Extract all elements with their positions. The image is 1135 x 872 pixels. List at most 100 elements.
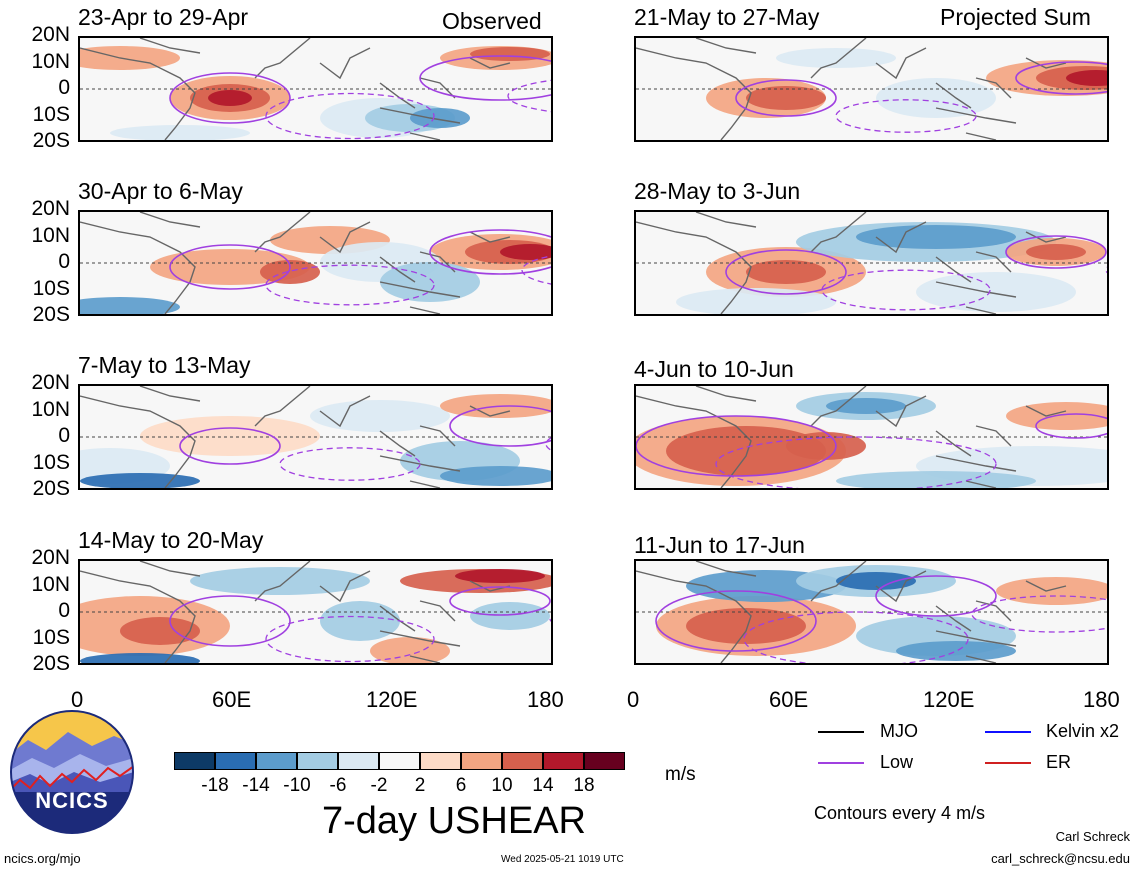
map-panel-observed-4 bbox=[78, 559, 553, 665]
shear-anomaly-region bbox=[826, 398, 906, 414]
lat-label: 20S bbox=[32, 129, 70, 152]
panel-title: 7-May to 13-May bbox=[78, 352, 251, 378]
lat-label: 20N bbox=[31, 197, 70, 220]
shear-anomaly-region bbox=[120, 617, 200, 645]
low-contour bbox=[636, 415, 837, 477]
lon-label: 60E bbox=[212, 687, 252, 712]
low-contour-negative bbox=[265, 264, 435, 306]
shear-anomaly-region bbox=[470, 602, 550, 630]
shear-anomaly-region bbox=[370, 637, 450, 663]
panel-title: 28-May to 3-Jun bbox=[634, 178, 801, 204]
coastline bbox=[80, 212, 511, 314]
lat-label: 20S bbox=[32, 303, 70, 326]
footer-url[interactable]: ncics.org/mjo bbox=[4, 851, 81, 866]
low-contour bbox=[875, 575, 997, 617]
low-contour bbox=[655, 590, 817, 652]
shear-anomaly-region bbox=[686, 608, 806, 644]
lat-label: 0 bbox=[58, 76, 70, 99]
shear-anomaly-region bbox=[80, 473, 200, 488]
lat-label: 10N bbox=[31, 397, 70, 421]
lon-label: 0 bbox=[627, 687, 640, 712]
low-contour-negative bbox=[265, 615, 435, 663]
shear-anomaly-region bbox=[746, 86, 826, 110]
shear-anomaly-region bbox=[455, 569, 545, 583]
footer-timestamp: Wed 2025-05-21 1019 UTC bbox=[501, 854, 624, 865]
footer-author: Carl Schreck bbox=[1055, 829, 1130, 844]
shear-anomaly-region bbox=[208, 90, 252, 106]
low-contour bbox=[169, 595, 291, 647]
low-contour bbox=[169, 72, 291, 124]
low-contour-negative bbox=[549, 615, 551, 623]
shear-map bbox=[636, 212, 1107, 314]
lon-label: 60E bbox=[769, 687, 809, 712]
er-legend-label: ER bbox=[1046, 752, 1072, 772]
plot-title: 7-day USHEAR bbox=[322, 800, 586, 842]
low-contour-negative bbox=[743, 611, 969, 663]
mjo-legend-line bbox=[818, 731, 864, 733]
lat-label: 20S bbox=[32, 477, 70, 500]
lat-label: 10S bbox=[32, 276, 70, 300]
map-panel-projected-3 bbox=[634, 384, 1109, 490]
map-panel-observed-1 bbox=[78, 36, 553, 142]
coastline bbox=[80, 386, 511, 488]
colorbar-swatch bbox=[584, 752, 625, 770]
lon-label: 180 bbox=[527, 687, 564, 712]
shear-anomaly-region bbox=[410, 108, 470, 128]
mjo-legend-label: MJO bbox=[880, 721, 918, 741]
projected-sum-label: Projected Sum bbox=[940, 4, 1091, 30]
low-legend-label: Low bbox=[880, 752, 914, 772]
colorbar-tick-label: -2 bbox=[370, 775, 388, 796]
lat-label: 20N bbox=[31, 546, 70, 569]
lat-label: 10S bbox=[32, 102, 70, 126]
lat-label: 20N bbox=[31, 23, 70, 46]
shear-anomaly-region bbox=[836, 572, 916, 590]
logo-text: NCICS bbox=[35, 788, 109, 813]
lon-label: 120E bbox=[923, 687, 975, 712]
lon-label: 180 bbox=[1083, 687, 1120, 712]
kelvin-legend-line bbox=[985, 731, 1031, 733]
shear-anomaly-region bbox=[80, 653, 200, 663]
shear-anomaly-region bbox=[876, 78, 996, 118]
colorbar-tick-label: 10 bbox=[491, 775, 513, 796]
low-contour bbox=[419, 55, 551, 101]
footer-email[interactable]: carl_schreck@ncsu.edu bbox=[991, 851, 1130, 866]
kelvin-legend-label: Kelvin x2 bbox=[1046, 721, 1120, 741]
shear-anomaly-region bbox=[500, 244, 551, 260]
low-contour bbox=[429, 229, 551, 275]
shear-anomaly-region bbox=[666, 426, 826, 476]
coastline bbox=[636, 386, 1067, 488]
observed-label: Observed bbox=[442, 8, 542, 34]
shear-anomaly-region bbox=[856, 225, 1016, 249]
lat-label: 10N bbox=[31, 572, 70, 596]
colorbar-tick-label: 2 bbox=[414, 775, 426, 796]
shear-map bbox=[80, 212, 551, 314]
lat-label: 20S bbox=[32, 652, 70, 675]
shear-map bbox=[80, 386, 551, 488]
low-contour bbox=[725, 249, 847, 295]
lat-label: 20N bbox=[31, 371, 70, 394]
low-contour bbox=[735, 79, 837, 117]
colorbar-swatch bbox=[461, 752, 502, 770]
low-contour bbox=[449, 405, 551, 447]
lat-label: 0 bbox=[58, 250, 70, 273]
map-panel-projected-4 bbox=[634, 559, 1109, 665]
shear-anomaly-region bbox=[1026, 244, 1086, 260]
shear-map bbox=[80, 561, 551, 663]
ncics-logo bbox=[10, 710, 134, 834]
low-contour bbox=[1015, 61, 1107, 95]
shear-anomaly-region bbox=[896, 641, 1016, 661]
low-contour-negative bbox=[971, 595, 1107, 633]
colorbar-tick-label: 6 bbox=[455, 775, 467, 796]
low-contour-negative bbox=[265, 92, 435, 140]
colorbar-swatch bbox=[215, 752, 256, 770]
map-panel-projected-1 bbox=[634, 36, 1109, 142]
shear-map bbox=[636, 386, 1107, 488]
er-legend-line bbox=[985, 762, 1031, 764]
shear-anomaly-region bbox=[1066, 70, 1107, 86]
shear-anomaly-region bbox=[786, 432, 866, 460]
lat-label: 10S bbox=[32, 625, 70, 649]
shear-anomaly-region bbox=[140, 416, 320, 456]
low-contour bbox=[179, 427, 281, 465]
panel-title: 11-Jun to 17-Jun bbox=[634, 532, 805, 558]
shear-anomaly-region bbox=[190, 567, 370, 595]
